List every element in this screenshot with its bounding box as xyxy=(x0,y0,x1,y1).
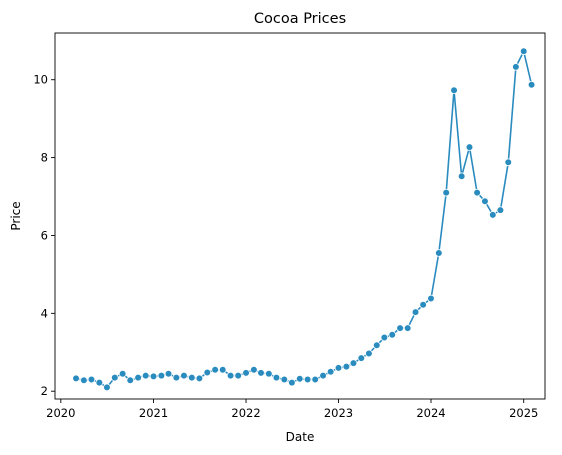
data-point xyxy=(311,375,320,384)
data-point xyxy=(242,369,250,377)
data-point xyxy=(288,378,296,387)
x-tick-label: 2020 xyxy=(46,406,75,420)
data-point xyxy=(465,143,474,151)
data-point xyxy=(195,374,204,383)
plot-frame xyxy=(54,32,546,400)
data-point xyxy=(457,172,466,181)
data-point xyxy=(250,365,258,374)
data-point xyxy=(141,371,150,380)
data-point xyxy=(72,374,80,383)
data-point xyxy=(134,373,142,382)
y-tick-label: 4 xyxy=(41,306,48,320)
series-points xyxy=(72,47,536,392)
data-point xyxy=(319,371,327,380)
data-point xyxy=(442,188,450,197)
data-point xyxy=(342,362,351,371)
x-tick-label: 2025 xyxy=(509,406,538,420)
data-point xyxy=(473,188,481,197)
data-point xyxy=(527,80,536,89)
data-point xyxy=(450,86,458,95)
y-axis: 2 4 6 8 10 xyxy=(33,73,55,398)
data-point xyxy=(396,324,404,332)
data-point xyxy=(118,369,127,378)
y-tick-label: 10 xyxy=(33,73,48,87)
data-point xyxy=(265,369,273,378)
data-point xyxy=(157,371,166,380)
data-point xyxy=(496,206,505,214)
data-point xyxy=(435,249,443,257)
data-point xyxy=(519,47,528,56)
y-tick-label: 2 xyxy=(41,384,48,398)
data-point xyxy=(95,378,104,387)
data-point xyxy=(365,349,373,358)
data-point xyxy=(427,294,435,303)
data-point xyxy=(80,376,88,385)
data-point xyxy=(272,373,281,382)
data-point xyxy=(110,373,119,382)
data-point xyxy=(172,373,181,382)
x-axis-label: Date xyxy=(286,430,315,444)
data-point xyxy=(349,359,358,367)
data-point xyxy=(334,364,343,372)
data-point xyxy=(326,367,335,376)
series-line xyxy=(75,48,533,389)
data-point xyxy=(481,197,489,206)
data-point xyxy=(403,324,412,332)
data-point xyxy=(372,341,381,350)
data-point xyxy=(380,333,389,342)
data-point xyxy=(188,373,196,382)
y-tick-label: 6 xyxy=(41,228,48,242)
data-point xyxy=(218,365,227,374)
data-point xyxy=(257,369,265,377)
data-point xyxy=(280,375,289,384)
x-tick-label: 2023 xyxy=(324,406,353,420)
data-point xyxy=(357,354,366,362)
data-point xyxy=(295,374,304,383)
data-point xyxy=(180,371,188,380)
data-point xyxy=(419,300,427,309)
x-tick-label: 2021 xyxy=(139,406,168,420)
x-tick-label: 2022 xyxy=(231,406,260,420)
y-axis-label: Price xyxy=(9,201,23,230)
x-axis: 2020 2021 2022 2023 2024 2025 xyxy=(46,399,538,420)
data-point xyxy=(164,369,173,378)
data-point xyxy=(489,211,497,219)
data-point xyxy=(211,365,219,374)
data-point xyxy=(234,371,242,380)
data-point xyxy=(103,383,111,392)
data-point xyxy=(87,375,96,384)
chart-title: Cocoa Prices xyxy=(254,11,346,27)
data-point xyxy=(504,158,513,167)
y-tick-label: 8 xyxy=(41,151,48,165)
data-point xyxy=(512,63,520,71)
data-point xyxy=(149,372,158,381)
data-point xyxy=(411,308,420,316)
data-point xyxy=(388,330,397,339)
data-point xyxy=(203,368,212,377)
x-tick-label: 2024 xyxy=(416,406,445,420)
data-point xyxy=(303,375,312,384)
data-point xyxy=(126,376,135,385)
data-point xyxy=(226,371,235,380)
